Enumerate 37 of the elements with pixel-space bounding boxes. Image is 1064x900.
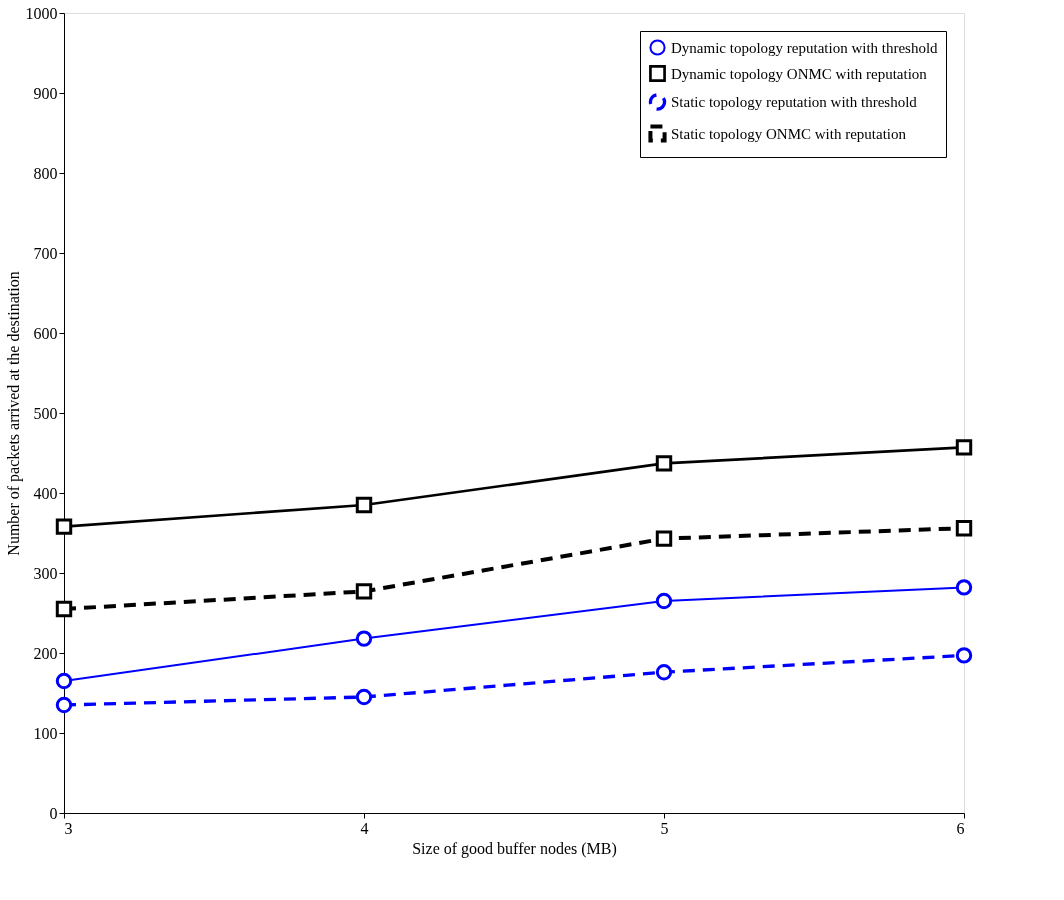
point xyxy=(655,455,673,472)
y-tick-label: 600 xyxy=(33,324,58,342)
x-tick-label: 4 xyxy=(360,819,369,837)
legend-label: Static topology reputation with threshold xyxy=(671,94,918,110)
y-axis-title: Number of packets arrived at the destination xyxy=(4,271,23,556)
legend-label: Dynamic topology ONMC with reputation xyxy=(671,65,928,82)
y-tick-label: 0 xyxy=(49,804,58,822)
y-tick-label: 500 xyxy=(33,404,58,422)
point xyxy=(55,600,73,618)
point xyxy=(55,518,73,535)
y-tick-label: 200 xyxy=(33,644,58,662)
x-tick-label: 3 xyxy=(64,819,73,837)
y-tick-label: 100 xyxy=(33,724,58,742)
point xyxy=(55,672,73,690)
y-tick-label: 900 xyxy=(33,84,58,102)
x-tick-label: 5 xyxy=(660,819,669,837)
y-tick-label: 300 xyxy=(33,564,58,582)
x-tick-label: 6 xyxy=(956,819,965,837)
point xyxy=(955,579,973,596)
point xyxy=(655,592,673,610)
point xyxy=(355,688,373,706)
point xyxy=(955,439,973,456)
y-tick-label: 400 xyxy=(33,484,58,502)
point xyxy=(955,647,973,664)
y-tick-label: 800 xyxy=(33,164,58,182)
point xyxy=(355,583,373,600)
point xyxy=(55,696,73,714)
point xyxy=(355,496,373,514)
legend-label: Static topology ONMC with reputation xyxy=(671,125,907,142)
point xyxy=(655,664,673,681)
y-tick-label: 700 xyxy=(33,244,58,262)
point xyxy=(355,630,373,647)
x-axis-title: Size of good buffer nodes (MB) xyxy=(412,839,617,858)
point xyxy=(955,519,973,537)
y-tick-label: 1000 xyxy=(25,4,58,22)
point xyxy=(655,530,673,547)
legend-label: Dynamic topology reputation with threshold xyxy=(671,39,939,56)
